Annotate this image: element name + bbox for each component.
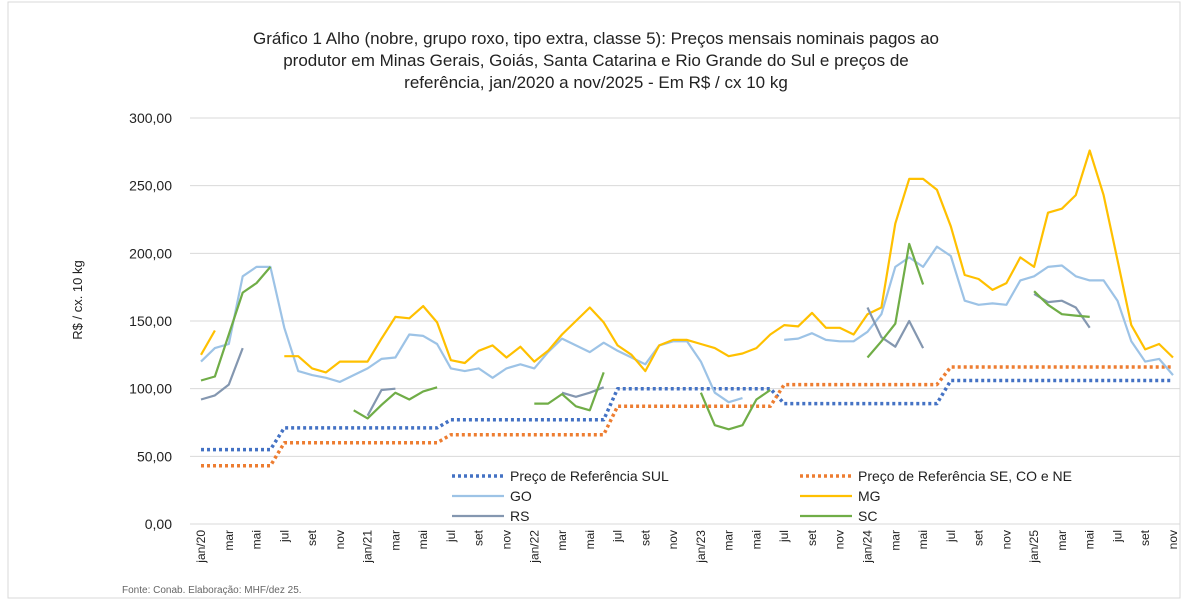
x-tick-label: jul	[277, 530, 291, 543]
x-tick-label: mar	[1055, 530, 1069, 551]
legend-label: SC	[858, 508, 877, 524]
x-tick-label: mai	[749, 530, 763, 549]
legend-label: RS	[510, 508, 529, 524]
x-tick-label: mai	[583, 530, 597, 549]
chart-title-line: referência, jan/2020 a nov/2025 - Em R$ …	[404, 73, 788, 92]
x-tick-label: nov	[999, 530, 1013, 549]
legend-label: Preço de Referência SE, CO e NE	[858, 468, 1072, 484]
x-tick-label: jul	[444, 530, 458, 543]
x-tick-label: mai	[1083, 530, 1097, 549]
y-tick-label: 250,00	[129, 178, 172, 194]
x-tick-label: nov	[333, 530, 347, 549]
x-tick-label: nov	[499, 530, 513, 549]
chart-frame	[7, 1, 1181, 599]
x-tick-label: set	[472, 529, 486, 546]
x-tick-label: jul	[611, 530, 625, 543]
x-tick-label: mai	[416, 530, 430, 549]
x-tick-label: jan/24	[861, 530, 875, 564]
chart-title-line: produtor em Minas Gerais, Goiás, Santa C…	[283, 51, 909, 70]
y-tick-label: 300,00	[129, 110, 172, 126]
x-tick-label: jan/23	[694, 530, 708, 564]
x-tick-label: set	[805, 529, 819, 546]
series-line	[200, 149, 1174, 374]
y-axis-label: R$ / cx. 10 kg	[70, 260, 85, 339]
series-line	[201, 365, 1173, 468]
x-tick-label: mar	[222, 530, 236, 551]
x-tick-label: mai	[916, 530, 930, 549]
chart-title-line: Gráfico 1 Alho (nobre, grupo roxo, tipo …	[253, 29, 939, 48]
legend-label: GO	[510, 488, 532, 504]
x-tick-label: jul	[1110, 530, 1124, 543]
x-tick-label: jan/25	[1027, 530, 1041, 564]
x-tick-label: nov	[1166, 530, 1180, 549]
series-line	[200, 245, 1174, 404]
x-tick-label: jan/22	[527, 530, 541, 564]
x-tick-label: mar	[722, 530, 736, 551]
y-tick-label: 50,00	[137, 448, 172, 464]
x-tick-label: jan/21	[361, 530, 375, 564]
x-tick-label: mar	[888, 530, 902, 551]
x-tick-label: mai	[250, 530, 264, 549]
x-tick-label: mar	[388, 530, 402, 551]
y-tick-label: 100,00	[129, 381, 172, 397]
y-tick-label: 200,00	[129, 245, 172, 261]
source-note: Fonte: Conab. Elaboração: MHF/dez 25.	[122, 585, 302, 596]
x-tick-label: nov	[666, 530, 680, 549]
x-tick-label: set	[305, 529, 319, 546]
y-tick-label: 0,00	[145, 516, 172, 532]
x-tick-label: set	[1138, 529, 1152, 546]
x-tick-label: jul	[777, 530, 791, 543]
legend-label: MG	[858, 488, 881, 504]
series-line	[200, 242, 1090, 431]
x-tick-label: mar	[555, 530, 569, 551]
x-tick-label: set	[972, 529, 986, 546]
x-tick-label: nov	[833, 530, 847, 549]
y-tick-label: 150,00	[129, 313, 172, 329]
legend-label: Preço de Referência SUL	[510, 468, 669, 484]
x-tick-label: set	[638, 529, 652, 546]
x-tick-label: jul	[944, 530, 958, 543]
series-line	[200, 292, 1091, 417]
x-tick-label: jan/20	[194, 530, 208, 564]
